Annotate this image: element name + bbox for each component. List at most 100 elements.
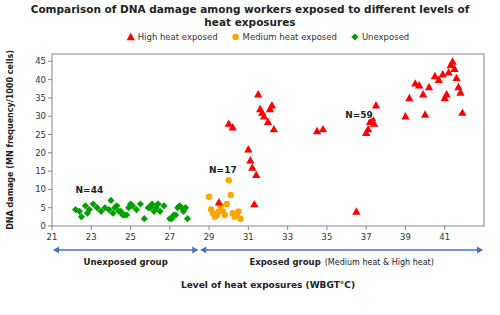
y-tick-label: 35 bbox=[35, 93, 46, 103]
point bbox=[107, 197, 114, 204]
legend-marker bbox=[351, 33, 358, 40]
point bbox=[215, 198, 223, 205]
point bbox=[246, 156, 254, 163]
y-tick-label: 0 bbox=[41, 221, 46, 231]
point bbox=[458, 108, 466, 115]
group-label-name: Unexposed group bbox=[84, 257, 168, 267]
legend: High heat exposed Medium heat exposed Unex… bbox=[127, 32, 410, 42]
point bbox=[454, 83, 462, 90]
legend-item: High heat exposed bbox=[127, 32, 218, 42]
point bbox=[244, 145, 252, 152]
x-tick bbox=[405, 226, 406, 230]
point bbox=[450, 64, 458, 71]
x-tick bbox=[248, 226, 249, 230]
point bbox=[178, 204, 185, 211]
x-tick-label: 41 bbox=[439, 232, 450, 242]
annotation: N=59 bbox=[345, 110, 373, 120]
y-tick bbox=[48, 207, 52, 208]
point bbox=[227, 192, 233, 198]
y-tick-label: 10 bbox=[35, 184, 46, 194]
point bbox=[226, 177, 232, 183]
x-tick bbox=[130, 226, 131, 230]
x-tick bbox=[209, 226, 210, 230]
point bbox=[415, 81, 423, 88]
group-label-note: (Medium heat & High heat) bbox=[325, 258, 434, 267]
point bbox=[270, 125, 278, 132]
x-tick-label: 31 bbox=[243, 232, 254, 242]
chart-title-line: heat exposures bbox=[204, 16, 295, 28]
x-axis-label: Level of heat exposures (WBGT°C) bbox=[181, 280, 355, 290]
y-tick bbox=[48, 97, 52, 98]
y-tick-label: 45 bbox=[35, 56, 46, 66]
point bbox=[252, 171, 260, 178]
point bbox=[370, 119, 378, 126]
annotation: N=17 bbox=[209, 165, 237, 175]
point bbox=[184, 215, 191, 222]
point bbox=[372, 101, 380, 108]
point bbox=[448, 57, 456, 64]
legend-item: Unexposed bbox=[351, 32, 409, 42]
x-tick bbox=[287, 226, 288, 230]
group-label-name: Exposed group bbox=[249, 257, 320, 267]
point bbox=[78, 213, 85, 220]
point bbox=[319, 125, 327, 132]
x-tick-label: 27 bbox=[164, 232, 175, 242]
x-tick-label: 23 bbox=[86, 232, 97, 242]
point bbox=[154, 200, 161, 207]
group-label: Exposed group (Medium heat & High heat) bbox=[249, 257, 433, 267]
point bbox=[121, 211, 128, 218]
point bbox=[172, 211, 179, 218]
legend-item: Medium heat exposed bbox=[232, 32, 337, 42]
x-tick bbox=[444, 226, 445, 230]
point bbox=[250, 200, 258, 207]
y-tick-label: 25 bbox=[35, 130, 46, 140]
point bbox=[425, 83, 433, 90]
y-tick bbox=[48, 61, 52, 62]
x-tick-label: 39 bbox=[400, 232, 411, 242]
x-tick bbox=[326, 226, 327, 230]
points bbox=[72, 57, 467, 222]
point bbox=[237, 215, 243, 221]
legend-label: High heat exposed bbox=[138, 32, 218, 42]
point bbox=[141, 215, 148, 222]
group-arrow bbox=[53, 247, 198, 254]
y-tick bbox=[48, 171, 52, 172]
chart-title-line: Comparison of DNA damage among workers e… bbox=[31, 3, 470, 15]
point bbox=[248, 163, 256, 170]
legend-marker bbox=[127, 33, 135, 40]
point bbox=[151, 208, 158, 215]
x-tick bbox=[169, 226, 170, 230]
x-tick-label: 33 bbox=[282, 232, 293, 242]
arrow-head bbox=[192, 247, 198, 254]
y-tick bbox=[48, 134, 52, 135]
y-tick bbox=[48, 152, 52, 153]
y-tick-label: 40 bbox=[35, 75, 46, 85]
point bbox=[405, 94, 413, 101]
x-tick-label: 29 bbox=[204, 232, 215, 242]
y-tick bbox=[48, 79, 52, 80]
point bbox=[443, 90, 451, 97]
y-tick bbox=[48, 116, 52, 117]
chart-title: Comparison of DNA damage among workers e… bbox=[31, 3, 470, 28]
point bbox=[254, 90, 262, 97]
legend-label: Unexposed bbox=[362, 32, 409, 42]
y-tick bbox=[48, 226, 52, 227]
point bbox=[84, 210, 91, 217]
point bbox=[109, 210, 116, 217]
x-tick-label: 37 bbox=[361, 232, 372, 242]
y-tick-label: 5 bbox=[41, 203, 46, 213]
x-tick-label: 35 bbox=[321, 232, 332, 242]
point bbox=[456, 88, 464, 95]
point bbox=[401, 112, 409, 119]
legend-label: Medium heat exposed bbox=[243, 32, 337, 42]
arrow-head bbox=[477, 247, 483, 254]
y-tick-label: 30 bbox=[35, 111, 46, 121]
point bbox=[137, 200, 144, 207]
group-arrow bbox=[200, 247, 483, 254]
x-tick bbox=[91, 226, 92, 230]
point bbox=[452, 74, 460, 81]
point bbox=[224, 201, 230, 207]
arrow-shaft bbox=[54, 249, 197, 250]
x-tick-label: 25 bbox=[125, 232, 136, 242]
point bbox=[113, 202, 120, 209]
